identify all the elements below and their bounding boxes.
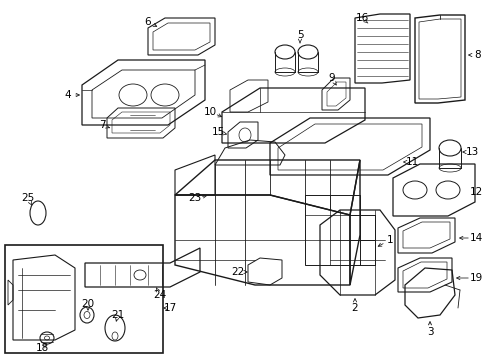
Text: 21: 21 bbox=[111, 310, 124, 320]
Text: 19: 19 bbox=[468, 273, 482, 283]
Text: 20: 20 bbox=[81, 299, 94, 309]
Text: 23: 23 bbox=[188, 193, 201, 203]
Text: 14: 14 bbox=[468, 233, 482, 243]
Text: 22: 22 bbox=[231, 267, 244, 277]
Text: 18: 18 bbox=[35, 343, 48, 353]
Bar bbox=[5, 245, 163, 353]
Text: 1: 1 bbox=[386, 235, 392, 245]
Text: 16: 16 bbox=[355, 13, 368, 23]
Text: 13: 13 bbox=[465, 147, 478, 157]
Text: 10: 10 bbox=[203, 107, 216, 117]
Text: 15: 15 bbox=[211, 127, 224, 137]
Text: 6: 6 bbox=[144, 17, 151, 27]
Text: 7: 7 bbox=[99, 120, 105, 130]
Text: 4: 4 bbox=[64, 90, 71, 100]
Text: 2: 2 bbox=[351, 303, 358, 313]
Text: 8: 8 bbox=[474, 50, 480, 60]
Text: 9: 9 bbox=[328, 73, 335, 83]
Text: 12: 12 bbox=[468, 187, 482, 197]
Text: 25: 25 bbox=[21, 193, 35, 203]
Text: 17: 17 bbox=[163, 303, 176, 313]
Text: 11: 11 bbox=[405, 157, 418, 167]
Text: 5: 5 bbox=[296, 30, 303, 40]
Text: 3: 3 bbox=[426, 327, 432, 337]
Text: 24: 24 bbox=[153, 290, 166, 300]
